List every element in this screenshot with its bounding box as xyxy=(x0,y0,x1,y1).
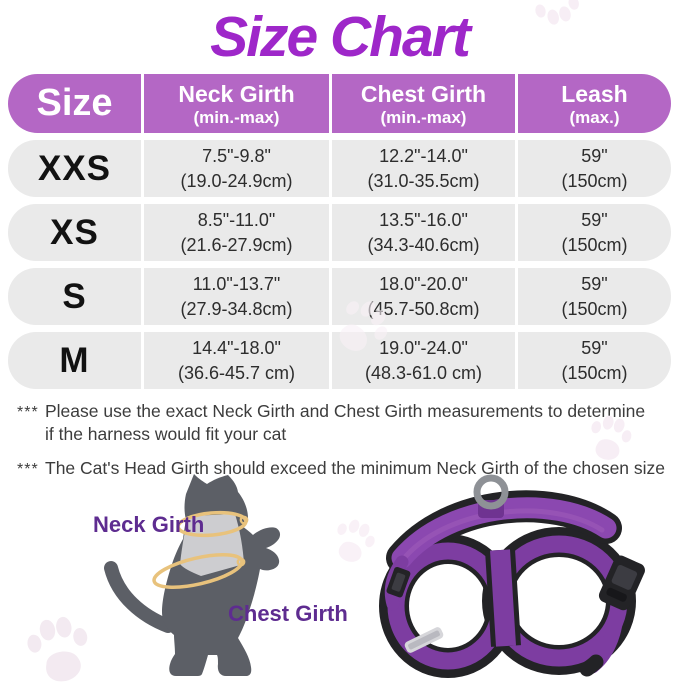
value-cm: (19.0-24.9cm) xyxy=(180,170,293,191)
value-cm: (34.3-40.6cm) xyxy=(367,234,480,255)
chest-girth-cell: 19.0"-24.0" (48.3-61.0 cm) xyxy=(329,332,515,389)
harness-photo xyxy=(379,474,645,678)
leash-cell: 59" (150cm) xyxy=(515,268,671,325)
leash-cell: 59" (150cm) xyxy=(515,332,671,389)
size-label: S xyxy=(62,276,87,316)
value-inches: 18.0"-20.0" xyxy=(379,273,468,294)
table-row-xxs: XXS 7.5"-9.8" (19.0-24.9cm) 12.2"-14.0" … xyxy=(8,140,671,197)
value-cm: (48.3-61.0 cm) xyxy=(364,362,483,383)
table-row-m: M 14.4"-18.0" (36.6-45.7 cm) 19.0"-24.0"… xyxy=(8,332,671,389)
asterisk-marker: *** xyxy=(17,404,39,421)
chest-girth-cell: 18.0"-20.0" (45.7-50.8cm) xyxy=(329,268,515,325)
value-cm: (45.7-50.8cm) xyxy=(367,298,480,319)
neck-girth-band-icon xyxy=(176,510,249,538)
strap-adjuster-icon xyxy=(386,566,411,598)
value-cm: (150cm) xyxy=(561,298,628,319)
value-cm: (36.6-45.7 cm) xyxy=(177,362,296,383)
leash-d-ring-icon xyxy=(473,474,509,518)
cat-harness-patch xyxy=(180,514,244,576)
neck-girth-cell: 11.0"-13.7" (27.9-34.8cm) xyxy=(141,268,329,325)
size-label: XXS xyxy=(37,148,112,188)
col-header-neck-girth: Neck Girth (min.-max) xyxy=(141,74,329,133)
col-header-label: Chest Girth xyxy=(360,80,487,107)
footnote-text-line: if the harness would fit your cat xyxy=(45,424,287,444)
cat-tail xyxy=(104,561,175,633)
footnote-head-girth: *** The Cat's Head Girth should exceed t… xyxy=(17,457,665,481)
value-cm: (150cm) xyxy=(561,362,628,383)
page-title: Size Chart xyxy=(210,5,471,69)
table-row-xs: XS 8.5"-11.0" (21.6-27.9cm) 13.5"-16.0" … xyxy=(8,204,671,261)
col-header-leash: Leash (max.) xyxy=(515,74,671,133)
size-label: XS xyxy=(50,212,99,252)
value-inches: 11.0"-13.7" xyxy=(192,273,281,294)
neck-girth-cell: 7.5"-9.8" (19.0-24.9cm) xyxy=(141,140,329,197)
col-header-label: Neck Girth xyxy=(178,80,295,107)
footnote-text-line: Please use the exact Neck Girth and Ches… xyxy=(45,401,646,421)
chest-girth-cell: 13.5"-16.0" (34.3-40.6cm) xyxy=(329,204,515,261)
side-release-buckle-icon xyxy=(598,555,645,611)
value-inches: 12.2"-14.0" xyxy=(379,145,468,166)
cat-body-silhouette xyxy=(162,474,281,676)
footnotes: *** Please use the exact Neck Girth and … xyxy=(17,400,665,492)
value-cm: (150cm) xyxy=(561,234,628,255)
table-header-row: Size Neck Girth (min.-max) Chest Girth (… xyxy=(8,74,671,133)
chest-girth-band-icon xyxy=(152,553,246,589)
col-header-label: Leash xyxy=(561,80,628,107)
chest-girth-label: Chest Girth xyxy=(228,601,348,626)
leash-cell: 59" (150cm) xyxy=(515,204,671,261)
value-cm: (27.9-34.8cm) xyxy=(180,298,293,319)
neck-girth-label: Neck Girth xyxy=(93,512,205,537)
col-header-sublabel: (max.) xyxy=(569,107,620,127)
col-header-sublabel: (min.-max) xyxy=(380,107,467,127)
value-inches: 19.0"-24.0" xyxy=(379,337,468,358)
col-header-sublabel: (min.-max) xyxy=(193,107,280,127)
table-row-s: S 11.0"-13.7" (27.9-34.8cm) 18.0"-20.0" … xyxy=(8,268,671,325)
asterisk-marker: *** xyxy=(17,461,39,478)
footnote-text-line: The Cat's Head Girth should exceed the m… xyxy=(45,458,666,478)
chest-girth-cell: 12.2"-14.0" (31.0-35.5cm) xyxy=(329,140,515,197)
leash-cell: 59" (150cm) xyxy=(515,140,671,197)
size-label: M xyxy=(59,340,90,380)
value-inches: 14.4"-18.0" xyxy=(192,337,281,358)
value-cm: (21.6-27.9cm) xyxy=(180,234,293,255)
value-inches: 59" xyxy=(581,273,608,294)
value-inches: 59" xyxy=(581,209,608,230)
value-inches: 59" xyxy=(581,145,608,166)
reflective-brand-label xyxy=(404,627,444,653)
col-header-size: Size xyxy=(36,82,113,124)
footnote-measure-exactly: *** Please use the exact Neck Girth and … xyxy=(17,400,665,446)
size-table: Size Neck Girth (min.-max) Chest Girth (… xyxy=(8,74,671,389)
neck-girth-cell: 14.4"-18.0" (36.6-45.7 cm) xyxy=(141,332,329,389)
value-inches: 59" xyxy=(581,337,608,358)
value-inches: 8.5"-11.0" xyxy=(197,209,276,230)
neck-girth-cell: 8.5"-11.0" (21.6-27.9cm) xyxy=(141,204,329,261)
value-cm: (150cm) xyxy=(561,170,628,191)
cat-measurement-diagram xyxy=(104,474,281,676)
value-inches: 13.5"-16.0" xyxy=(379,209,468,230)
value-cm: (31.0-35.5cm) xyxy=(367,170,480,191)
value-inches: 7.5"-9.8" xyxy=(202,145,271,166)
col-header-chest-girth: Chest Girth (min.-max) xyxy=(329,74,515,133)
